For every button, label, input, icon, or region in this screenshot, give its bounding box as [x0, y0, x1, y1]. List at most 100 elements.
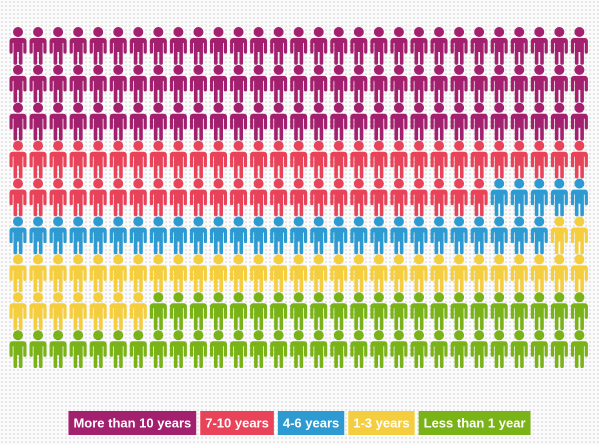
person-icon: [450, 64, 468, 103]
legend-label: 1-3 years: [353, 415, 409, 430]
person-icon: [550, 102, 568, 141]
person-icon: [250, 292, 268, 331]
person-icon: [189, 102, 207, 141]
person-icon: [29, 178, 47, 217]
person-icon: [470, 330, 488, 368]
person-icon: [450, 330, 468, 368]
person-icon: [270, 178, 288, 217]
person-icon: [470, 140, 488, 179]
person-icon: [49, 64, 67, 103]
person-icon: [530, 254, 548, 293]
person-icon: [210, 216, 227, 255]
person-icon: [430, 292, 448, 331]
person-icon: [69, 292, 87, 331]
person-icon: [530, 27, 548, 65]
person-icon: [270, 330, 288, 368]
person-icon: [530, 64, 548, 103]
person-icon: [129, 27, 147, 65]
person-icon: [49, 216, 67, 255]
person-icon: [69, 216, 87, 255]
person-icon: [189, 216, 207, 255]
person-icon: [310, 27, 328, 65]
person-icon: [410, 178, 428, 217]
person-icon: [490, 178, 508, 217]
person-icon: [250, 140, 268, 179]
person-icon: [370, 330, 388, 368]
person-icon: [390, 178, 408, 217]
person-icon: [350, 27, 368, 65]
person-icon: [210, 178, 227, 217]
person-icon: [9, 102, 27, 141]
person-icon: [290, 140, 308, 179]
person-icon: [129, 292, 147, 331]
person-icon: [149, 27, 167, 65]
person-icon: [450, 292, 468, 331]
person-icon: [49, 140, 67, 179]
person-icon: [149, 178, 167, 217]
person-icon: [450, 140, 468, 179]
person-icon: [89, 254, 107, 293]
person-icon: [410, 27, 428, 65]
legend-label: 7-10 years: [205, 415, 269, 430]
person-icon: [410, 292, 428, 331]
person-icon: [330, 292, 348, 331]
person-icon: [89, 330, 107, 368]
person-icon: [290, 64, 308, 103]
person-icon: [330, 254, 348, 293]
person-icon: [310, 292, 328, 331]
person-icon: [69, 330, 87, 368]
person-icon: [129, 140, 147, 179]
person-icon: [470, 292, 488, 331]
person-icon: [270, 216, 288, 255]
person-icon: [410, 254, 428, 293]
person-icon: [9, 216, 27, 255]
person-icon: [189, 254, 207, 293]
legend-label: More than 10 years: [73, 415, 191, 430]
person-icon: [9, 292, 27, 331]
person-icon: [430, 216, 448, 255]
person-icon: [410, 102, 428, 141]
person-icon: [350, 64, 368, 103]
person-icon: [9, 330, 27, 368]
person-icon: [450, 216, 468, 255]
person-icon: [550, 216, 568, 255]
person-icon: [430, 330, 448, 368]
legend-swatch: [200, 411, 274, 435]
person-icon: [330, 64, 348, 103]
person-icon: [450, 178, 468, 217]
person-icon: [570, 102, 588, 141]
person-icon: [390, 254, 408, 293]
person-icon: [570, 254, 588, 293]
person-icon: [230, 27, 248, 65]
person-icon: [510, 102, 528, 141]
person-icon: [109, 64, 127, 103]
person-icon: [270, 102, 288, 141]
person-icon: [490, 64, 508, 103]
person-icon: [370, 178, 388, 217]
person-icon: [189, 178, 207, 217]
person-icon: [49, 178, 67, 217]
person-icon: [390, 27, 408, 65]
person-icon: [9, 254, 27, 293]
legend-label: 4-6 years: [283, 415, 339, 430]
person-icon: [490, 27, 508, 65]
person-icon: [570, 216, 588, 255]
person-icon: [210, 254, 227, 293]
person-icon: [9, 178, 27, 217]
person-icon: [330, 216, 348, 255]
person-icon: [89, 140, 107, 179]
person-icon: [390, 64, 408, 103]
person-icon: [149, 292, 167, 331]
person-icon: [470, 216, 488, 255]
person-icon: [290, 27, 308, 65]
person-icon: [270, 64, 288, 103]
person-icon: [29, 216, 47, 255]
person-icon: [390, 292, 408, 331]
person-icon: [550, 254, 568, 293]
person-icon: [169, 292, 187, 331]
person-icon: [109, 292, 127, 331]
person-icon: [370, 140, 388, 179]
person-icon: [350, 178, 368, 217]
person-icon: [410, 330, 428, 368]
person-icon: [250, 178, 268, 217]
